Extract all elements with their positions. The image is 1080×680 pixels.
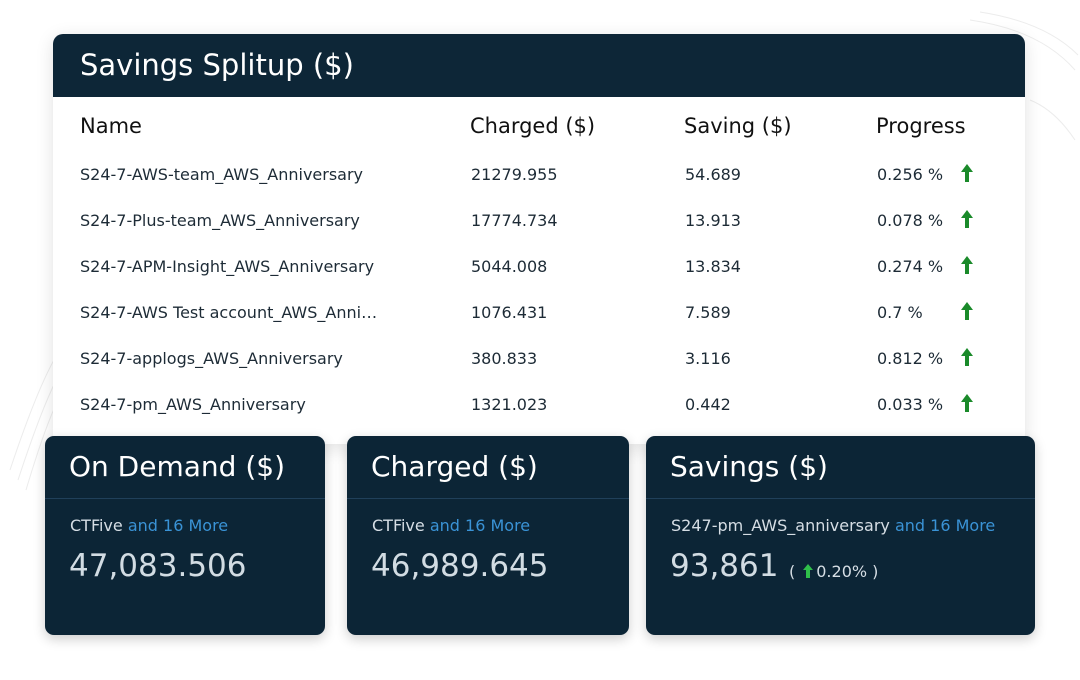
progress-arrow [961, 164, 973, 182]
change-value: 0.20% [816, 562, 868, 581]
row-charged: 1321.023 [471, 395, 548, 414]
row-saving: 0.442 [685, 395, 731, 414]
row-saving: 3.116 [685, 349, 731, 368]
row-saving: 13.913 [685, 211, 741, 230]
change-arrow [803, 564, 814, 578]
more-link[interactable]: and 16 More [429, 516, 531, 535]
card-value: 93,861 [670, 548, 779, 584]
column-header: Progress [876, 114, 966, 138]
progress-arrow [961, 302, 973, 320]
divider [347, 498, 629, 499]
card-source: CTFive [70, 516, 123, 535]
row-progress: 0.7 % [877, 303, 923, 322]
card-title: Savings ($) [670, 450, 828, 483]
card-value: 46,989.645 [371, 548, 549, 584]
column-header: Charged ($) [470, 114, 596, 138]
row-name: S24-7-pm_AWS_Anniversary [80, 395, 306, 414]
card-source: CTFive [372, 516, 425, 535]
summary-card: On Demand ($) CTFive and 16 More 47,083.50… [45, 436, 325, 635]
row-charged: 5044.008 [471, 257, 548, 276]
row-name: S24-7-AWS Test account_AWS_Anni… [80, 303, 378, 322]
card-subtitle: CTFive and 16 More [372, 516, 530, 535]
row-name: S24-7-APM-Insight_AWS_Anniversary [80, 257, 375, 276]
row-saving: 54.689 [685, 165, 741, 184]
card-subtitle: S247-pm_AWS_anniversary and 16 More [671, 516, 995, 535]
summary-card: Savings ($) S247-pm_AWS_anniversary and 1… [646, 436, 1035, 635]
row-name: S24-7-Plus-team_AWS_Anniversary [80, 211, 360, 230]
card-source: S247-pm_AWS_anniversary [671, 516, 890, 535]
card-value: 47,083.506 [69, 548, 247, 584]
paren: ) [872, 562, 879, 581]
progress-arrow [961, 348, 973, 366]
more-link[interactable]: and 16 More [894, 516, 996, 535]
row-progress: 0.078 % [877, 211, 944, 230]
paren: ( [789, 562, 796, 581]
row-progress: 0.256 % [877, 165, 944, 184]
row-charged: 380.833 [471, 349, 538, 368]
savings-panel: Savings Splitup ($) Name Charged ($) Savin… [53, 34, 1025, 444]
card-title: Charged ($) [371, 450, 538, 483]
summary-card: Charged ($) CTFive and 16 More 46,989.645 [347, 436, 629, 635]
row-saving: 7.589 [685, 303, 731, 322]
divider [646, 498, 1035, 499]
card-title: On Demand ($) [69, 450, 285, 483]
row-progress: 0.274 % [877, 257, 944, 276]
panel-title: Savings Splitup ($) [53, 34, 1025, 97]
row-charged: 21279.955 [471, 165, 558, 184]
card-subtitle: CTFive and 16 More [70, 516, 228, 535]
progress-arrow [961, 394, 973, 412]
row-progress: 0.812 % [877, 349, 944, 368]
row-name: S24-7-applogs_AWS_Anniversary [80, 349, 343, 368]
column-header: Saving ($) [684, 114, 792, 138]
progress-arrow [961, 256, 973, 274]
card-change: (0.20% ) [789, 562, 878, 581]
divider [45, 498, 325, 499]
row-charged: 17774.734 [471, 211, 558, 230]
more-link[interactable]: and 16 More [127, 516, 229, 535]
row-saving: 13.834 [685, 257, 741, 276]
column-header: Name [80, 114, 142, 138]
row-name: S24-7-AWS-team_AWS_Anniversary [80, 165, 364, 184]
progress-arrow [961, 210, 973, 228]
row-charged: 1076.431 [471, 303, 548, 322]
row-progress: 0.033 % [877, 395, 944, 414]
